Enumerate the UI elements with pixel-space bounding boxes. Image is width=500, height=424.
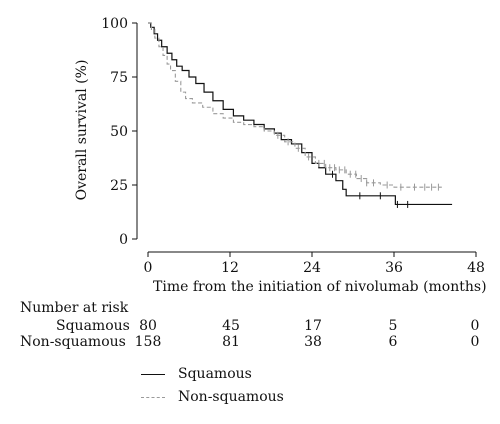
survival-line-nonsquamous <box>148 22 442 188</box>
legend-swatch-squamous <box>141 374 165 375</box>
x-tick-label: 0 <box>144 260 153 276</box>
risk-value: 45 <box>222 318 240 334</box>
x-tick-label: 48 <box>467 260 485 276</box>
risk-value: 80 <box>139 318 157 334</box>
risk-value: 0 <box>470 318 480 334</box>
risk-row-label-squamous: Squamous <box>56 318 130 334</box>
risk-value: 38 <box>304 334 322 350</box>
x-axis-label: Time from the initiation of nivolumab (m… <box>153 279 487 295</box>
legend-swatch-nonsquamous <box>141 397 165 398</box>
y-axis-label: Overall survival (%) <box>74 59 90 201</box>
risk-value: 81 <box>222 334 240 350</box>
risk-table-heading: Number at risk <box>20 300 129 316</box>
risk-value: 17 <box>304 318 322 334</box>
y-tick-label: 0 <box>119 232 128 248</box>
x-tick-label: 24 <box>303 260 321 276</box>
risk-value: 158 <box>134 334 162 350</box>
y-tick-label: 50 <box>110 124 128 140</box>
y-tick-label: 25 <box>110 178 128 194</box>
x-tick-label: 12 <box>221 260 239 276</box>
y-tick-label: 75 <box>110 70 128 86</box>
risk-value: 6 <box>388 334 398 350</box>
risk-value: 0 <box>470 334 480 350</box>
legend-label-squamous: Squamous <box>178 366 252 382</box>
survival-line-squamous <box>148 22 453 206</box>
x-tick-label: 36 <box>385 260 403 276</box>
y-tick-label: 100 <box>101 16 128 32</box>
risk-value: 5 <box>388 318 398 334</box>
risk-row-label-nonsquamous: Non-squamous <box>20 334 126 350</box>
legend-label-nonsquamous: Non-squamous <box>178 389 284 405</box>
